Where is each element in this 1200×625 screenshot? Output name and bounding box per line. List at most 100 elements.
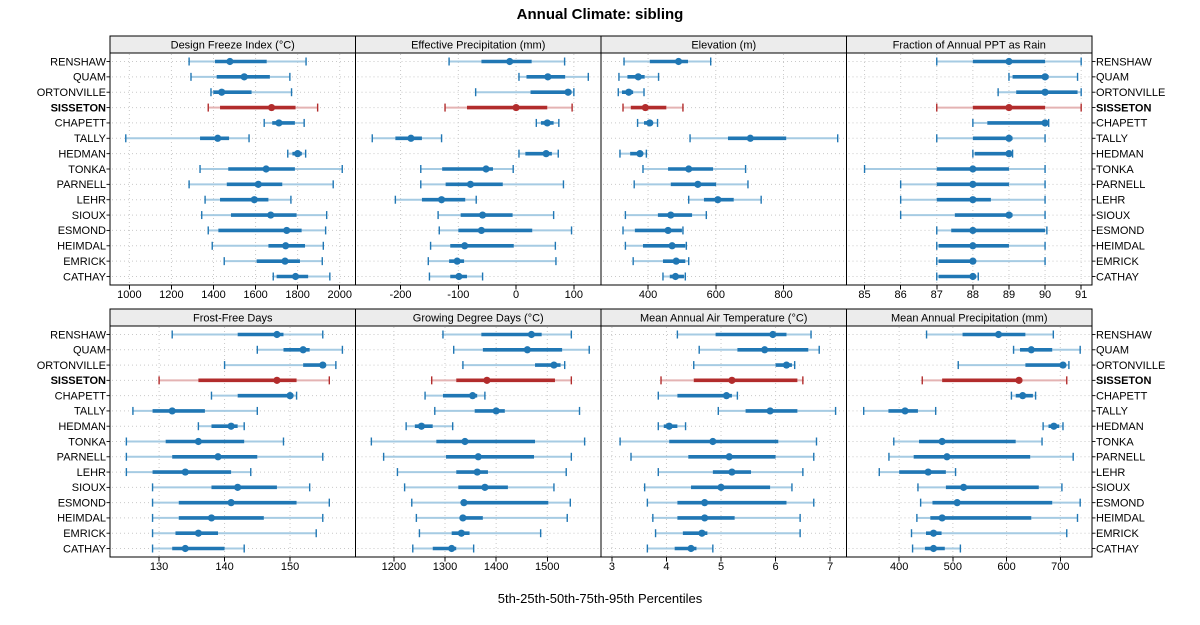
- axis-tick-label: 1200: [159, 289, 183, 301]
- series-emrick: [936, 257, 1046, 266]
- series-chapett: [424, 391, 486, 400]
- station-label-right: SISSETON: [1096, 102, 1151, 114]
- median-dot: [483, 376, 491, 384]
- median-dot: [685, 165, 693, 173]
- series-tally: [125, 134, 250, 143]
- median-dot: [969, 257, 977, 265]
- median-dot: [477, 226, 486, 235]
- station-label-right: ORTONVILLE: [1096, 87, 1165, 99]
- median-dot: [281, 257, 289, 265]
- station-label-right: CHAPETT: [1096, 390, 1148, 402]
- station-label-right: ESMOND: [1096, 225, 1144, 237]
- series-renshaw: [676, 330, 812, 339]
- series-sisseton: [444, 103, 573, 112]
- axis-tick-label: 600: [707, 289, 725, 301]
- series-renshaw: [188, 57, 307, 66]
- station-label-right: HEIMDAL: [1096, 513, 1145, 525]
- series-quam: [1012, 345, 1081, 354]
- series-esmond: [151, 498, 331, 507]
- series-emrick: [654, 529, 801, 538]
- median-dot: [550, 361, 558, 369]
- series-renshaw: [936, 57, 1082, 66]
- median-dot: [1005, 103, 1013, 112]
- station-label-right: QUAM: [1096, 72, 1129, 84]
- page-title: Annual Climate: sibling: [516, 6, 684, 23]
- median-dot: [262, 165, 270, 173]
- median-dot: [929, 544, 938, 553]
- median-dot: [672, 257, 680, 265]
- median-dot: [709, 437, 717, 446]
- median-dot: [766, 407, 774, 415]
- series-renshaw: [171, 330, 324, 339]
- station-label-left: PARNELL: [57, 179, 106, 191]
- series-tonka: [893, 437, 1043, 446]
- median-dot: [1041, 119, 1049, 127]
- median-dot: [227, 422, 235, 430]
- series-tonka: [420, 165, 514, 173]
- series-quam: [256, 345, 344, 354]
- median-dot: [448, 544, 456, 553]
- series-emrick: [418, 529, 542, 538]
- axis-tick-label: 85: [858, 289, 870, 301]
- station-label-left: SIOUX: [72, 210, 107, 222]
- axis-tick-label: 1500: [535, 561, 559, 573]
- series-parnell: [630, 452, 815, 461]
- axis-tick-label: 89: [1003, 289, 1015, 301]
- median-dot: [473, 468, 481, 476]
- series-quam: [698, 345, 820, 354]
- median-dot: [474, 453, 482, 461]
- station-label-right: ESMOND: [1096, 497, 1144, 509]
- series-hedman: [287, 149, 307, 158]
- median-dot: [234, 483, 242, 491]
- median-dot: [461, 242, 469, 250]
- median-dot: [291, 272, 300, 281]
- station-label-right: LEHR: [1096, 467, 1125, 479]
- series-chapett: [657, 391, 739, 400]
- series-sioux: [624, 211, 708, 220]
- series-sioux: [899, 211, 1046, 220]
- series-quam: [518, 72, 589, 81]
- series-heimdal: [936, 241, 1046, 250]
- station-label-left: CATHAY: [63, 271, 107, 283]
- median-dot: [460, 499, 468, 507]
- axis-tick-label: 700: [1051, 561, 1069, 573]
- median-dot: [701, 499, 709, 507]
- panel-mean-annual-precipitation-mm-: Mean Annual Precipitation (mm) 400 500 600 7…: [845, 308, 1093, 573]
- median-dot: [455, 272, 463, 281]
- series-sisseton: [158, 376, 331, 385]
- panel-fraction-of-annual-ppt-as-rain: Fraction of Annual PPT as Rain 85 86 87 88 89…: [845, 35, 1093, 301]
- axis-tick-label: 1000: [117, 289, 141, 301]
- median-dot: [665, 422, 673, 430]
- median-dot: [457, 529, 465, 537]
- station-label-left: ORTONVILLE: [37, 360, 106, 372]
- median-dot: [273, 330, 281, 339]
- series-heimdal: [652, 513, 801, 522]
- series-chapett: [210, 391, 298, 400]
- station-label-right: CATHAY: [1096, 543, 1140, 555]
- median-dot: [1041, 73, 1049, 81]
- axis-tick-label: 0: [513, 289, 519, 301]
- station-label-left: HEIMDAL: [57, 513, 106, 525]
- series-quam: [453, 345, 590, 354]
- median-dot: [994, 330, 1003, 339]
- series-parnell: [633, 180, 749, 189]
- panel-growing-degree-days-c-: Growing Degree Days (°C) 1200 1300 1400 1500: [354, 308, 602, 573]
- station-label-left: EMRICK: [63, 256, 106, 268]
- median-dot: [275, 119, 283, 127]
- median-dot: [953, 499, 961, 507]
- median-dot: [960, 483, 968, 491]
- station-label-right: EMRICK: [1096, 256, 1139, 268]
- median-dot: [194, 529, 202, 537]
- median-dot: [250, 196, 258, 204]
- series-sisseton: [622, 103, 684, 112]
- panel-strip-title: Fraction of Annual PPT as Rain: [893, 40, 1046, 52]
- axis-tick-label: 87: [931, 289, 943, 301]
- median-dot: [969, 165, 977, 173]
- station-label-right: TONKA: [1096, 164, 1134, 176]
- station-label-right: SIOUX: [1096, 210, 1131, 222]
- series-lehr: [899, 195, 1046, 204]
- panel-strip-title: Elevation (m): [691, 40, 756, 52]
- series-tonka: [125, 437, 285, 446]
- series-tally: [936, 134, 1046, 143]
- panel-effective-precipitation-mm-: Effective Precipitation (mm) -200 -100 0 100: [354, 35, 602, 301]
